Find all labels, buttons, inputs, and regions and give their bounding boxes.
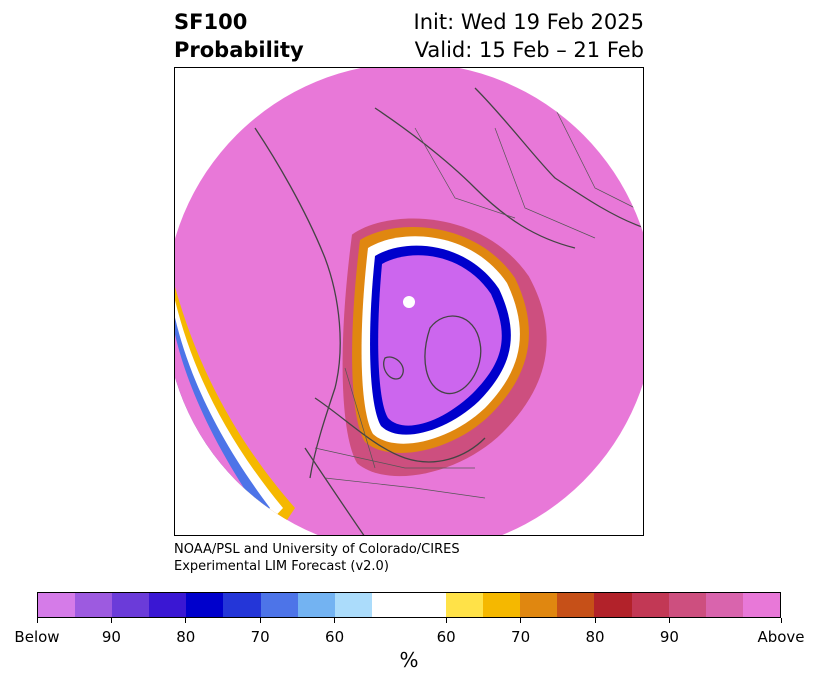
colorbar-tick-mark bbox=[334, 618, 336, 623]
valid-range: Valid: 15 Feb – 21 Feb bbox=[414, 38, 644, 62]
colorbar-tick-mark bbox=[185, 618, 187, 623]
colorbar-segment bbox=[446, 593, 484, 617]
coastlines bbox=[254, 87, 643, 535]
credit-text: NOAA/PSL and University of Colorado/CIRE… bbox=[174, 541, 460, 575]
colorbar-segment bbox=[631, 593, 669, 617]
colorbar-segment bbox=[38, 593, 76, 617]
colorbar-tick-mark bbox=[594, 618, 596, 623]
init-date: Init: Wed 19 Feb 2025 bbox=[413, 10, 644, 34]
map-panel bbox=[174, 67, 644, 536]
title-left: SF100 Probability bbox=[174, 8, 304, 64]
pole-marker bbox=[403, 296, 415, 308]
colorbar-tick-label: 70 bbox=[250, 628, 270, 646]
colorbar-segment bbox=[705, 593, 743, 617]
probability-map bbox=[175, 68, 643, 535]
colorbar-segment bbox=[742, 593, 780, 617]
colorbar-segment bbox=[297, 593, 335, 617]
colorbar-segment bbox=[260, 593, 298, 617]
colorbar-tick-label: 60 bbox=[325, 628, 345, 646]
product-name: Probability bbox=[174, 38, 304, 62]
colorbar-tick-label: 90 bbox=[101, 628, 121, 646]
colorbar-segment bbox=[75, 593, 113, 617]
colorbar-tick-label: Above bbox=[757, 628, 805, 646]
title-right: Init: Wed 19 Feb 2025 Valid: 15 Feb – 21… bbox=[414, 8, 644, 64]
credit-line-1: NOAA/PSL and University of Colorado/CIRE… bbox=[174, 542, 460, 557]
variable-name: SF100 bbox=[174, 10, 248, 34]
colorbar-segment bbox=[223, 593, 261, 617]
colorbar-segment bbox=[149, 593, 187, 617]
colorbar-segment bbox=[371, 593, 447, 617]
colorbar-tick-label: Below bbox=[14, 628, 60, 646]
colorbar-tick-mark bbox=[445, 618, 447, 623]
colorbar-segment bbox=[334, 593, 372, 617]
colorbar-tick-label: 60 bbox=[436, 628, 456, 646]
colorbar-tick-mark bbox=[36, 618, 38, 623]
colorbar-tick-mark bbox=[520, 618, 522, 623]
colorbar-tick-mark bbox=[780, 618, 782, 623]
colorbar-segment bbox=[594, 593, 632, 617]
colorbar-segment bbox=[520, 593, 558, 617]
colorbar-segment bbox=[483, 593, 521, 617]
credit-line-2: Experimental LIM Forecast (v2.0) bbox=[174, 559, 389, 574]
colorbar-tick-label: 90 bbox=[659, 628, 679, 646]
colorbar-tick-mark bbox=[110, 618, 112, 623]
colorbar-tick-mark bbox=[259, 618, 261, 623]
border-lines bbox=[314, 107, 636, 499]
colorbar-unit: % bbox=[399, 648, 419, 672]
colorbar-tick-label: 70 bbox=[511, 628, 531, 646]
colorbar-segment bbox=[186, 593, 224, 617]
colorbar-tick-mark bbox=[668, 618, 670, 623]
colorbar-tick-label: 80 bbox=[176, 628, 196, 646]
colorbar bbox=[37, 592, 781, 618]
colorbar-tick-label: 80 bbox=[585, 628, 605, 646]
colorbar-segment bbox=[668, 593, 706, 617]
colorbar-segment bbox=[557, 593, 595, 617]
colorbar-segment bbox=[112, 593, 150, 617]
